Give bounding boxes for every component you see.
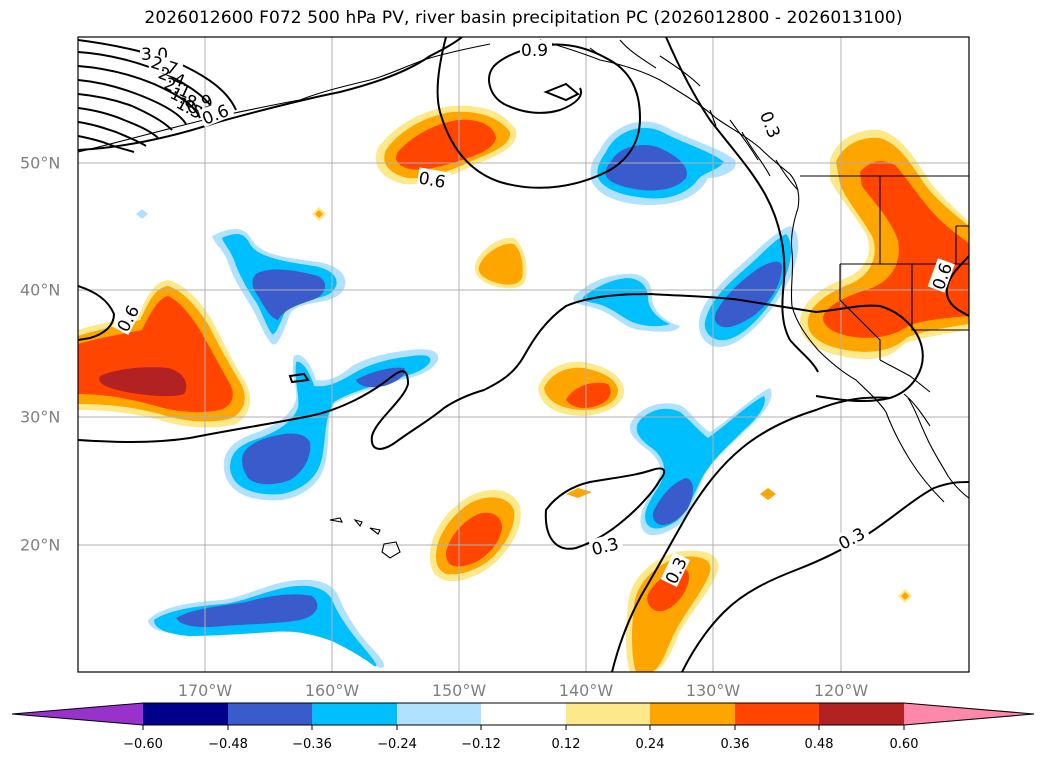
graticule [78, 37, 969, 672]
colorbar-swatch [312, 703, 397, 725]
colorbar-tick-label: −0.36 [292, 737, 332, 752]
colorbar-swatch [481, 703, 566, 725]
colorbar-swatch [143, 703, 228, 725]
pv-contours [78, 37, 969, 672]
colorbar-swatch [566, 703, 650, 725]
neg-patch [356, 367, 405, 388]
neg-patch [242, 433, 311, 485]
pos-patch [446, 512, 502, 567]
pos-patch [823, 161, 969, 338]
lat-tick-label: 50°N [20, 153, 61, 173]
map-title: 2026012600 F072 500 hPa PV, river basin … [144, 8, 903, 28]
lat-tick-label: 30°N [20, 407, 61, 427]
pos-patch [566, 382, 611, 408]
colorbar-tick-label: −0.24 [377, 737, 417, 752]
neg-patch [136, 209, 148, 219]
colorbar-tick-label: 0.48 [804, 737, 834, 752]
neg-patch [652, 478, 693, 526]
pos-patch [99, 367, 187, 397]
colorbar-tick-label: 0.36 [720, 737, 750, 752]
pos-patch [632, 556, 711, 672]
colorbar [11, 702, 1035, 730]
neg-patch [714, 261, 782, 328]
lon-tick-label: 150°W [431, 681, 487, 700]
colorbar-swatch [650, 703, 735, 725]
lat-tick-label: 40°N [20, 280, 61, 300]
lon-tick-label: 170°W [177, 681, 233, 700]
lon-tick-label: 160°W [304, 681, 360, 700]
colorbar-tick-label: −0.12 [461, 737, 501, 752]
negative-anomaly-patches [136, 121, 799, 668]
coastlines [78, 39, 969, 559]
lon-tick-label: 140°W [558, 681, 614, 700]
contour-label: 0.9 [521, 41, 548, 61]
pos-patch [901, 592, 909, 600]
contour-label: 0.6 [417, 169, 447, 193]
colorbar-tick-label: 0.12 [551, 737, 581, 752]
pos-patch [478, 243, 523, 285]
lon-tick-label: 120°W [813, 681, 869, 700]
colorbar-tick-label: −0.48 [208, 737, 248, 752]
lat-tick-label: 20°N [20, 535, 61, 555]
neg-patch [252, 269, 326, 320]
pos-patch [315, 210, 323, 218]
plot-frame [77, 36, 970, 673]
colorbar-extend-min [12, 703, 143, 725]
colorbar-extend-max [904, 703, 1034, 725]
pos-patch [760, 488, 776, 500]
colorbar-tick-label: −0.60 [123, 737, 163, 752]
neg-patch [176, 594, 318, 628]
colorbar-swatch [397, 703, 481, 725]
plot-area: 3.0 2.7 2.4 2.1 1.8 1.5 0.9 0.6 0.9 0.6 … [78, 37, 969, 672]
colorbar-swatch [819, 703, 904, 725]
colorbar-tick-label: 0.24 [635, 737, 665, 752]
lon-tick-label: 130°W [685, 681, 741, 700]
pos-patch [396, 119, 496, 170]
neg-patch [154, 585, 377, 667]
colorbar-swatch [735, 703, 819, 725]
colorbar-swatch [228, 703, 312, 725]
colorbar-tick-label: 0.60 [889, 737, 919, 752]
